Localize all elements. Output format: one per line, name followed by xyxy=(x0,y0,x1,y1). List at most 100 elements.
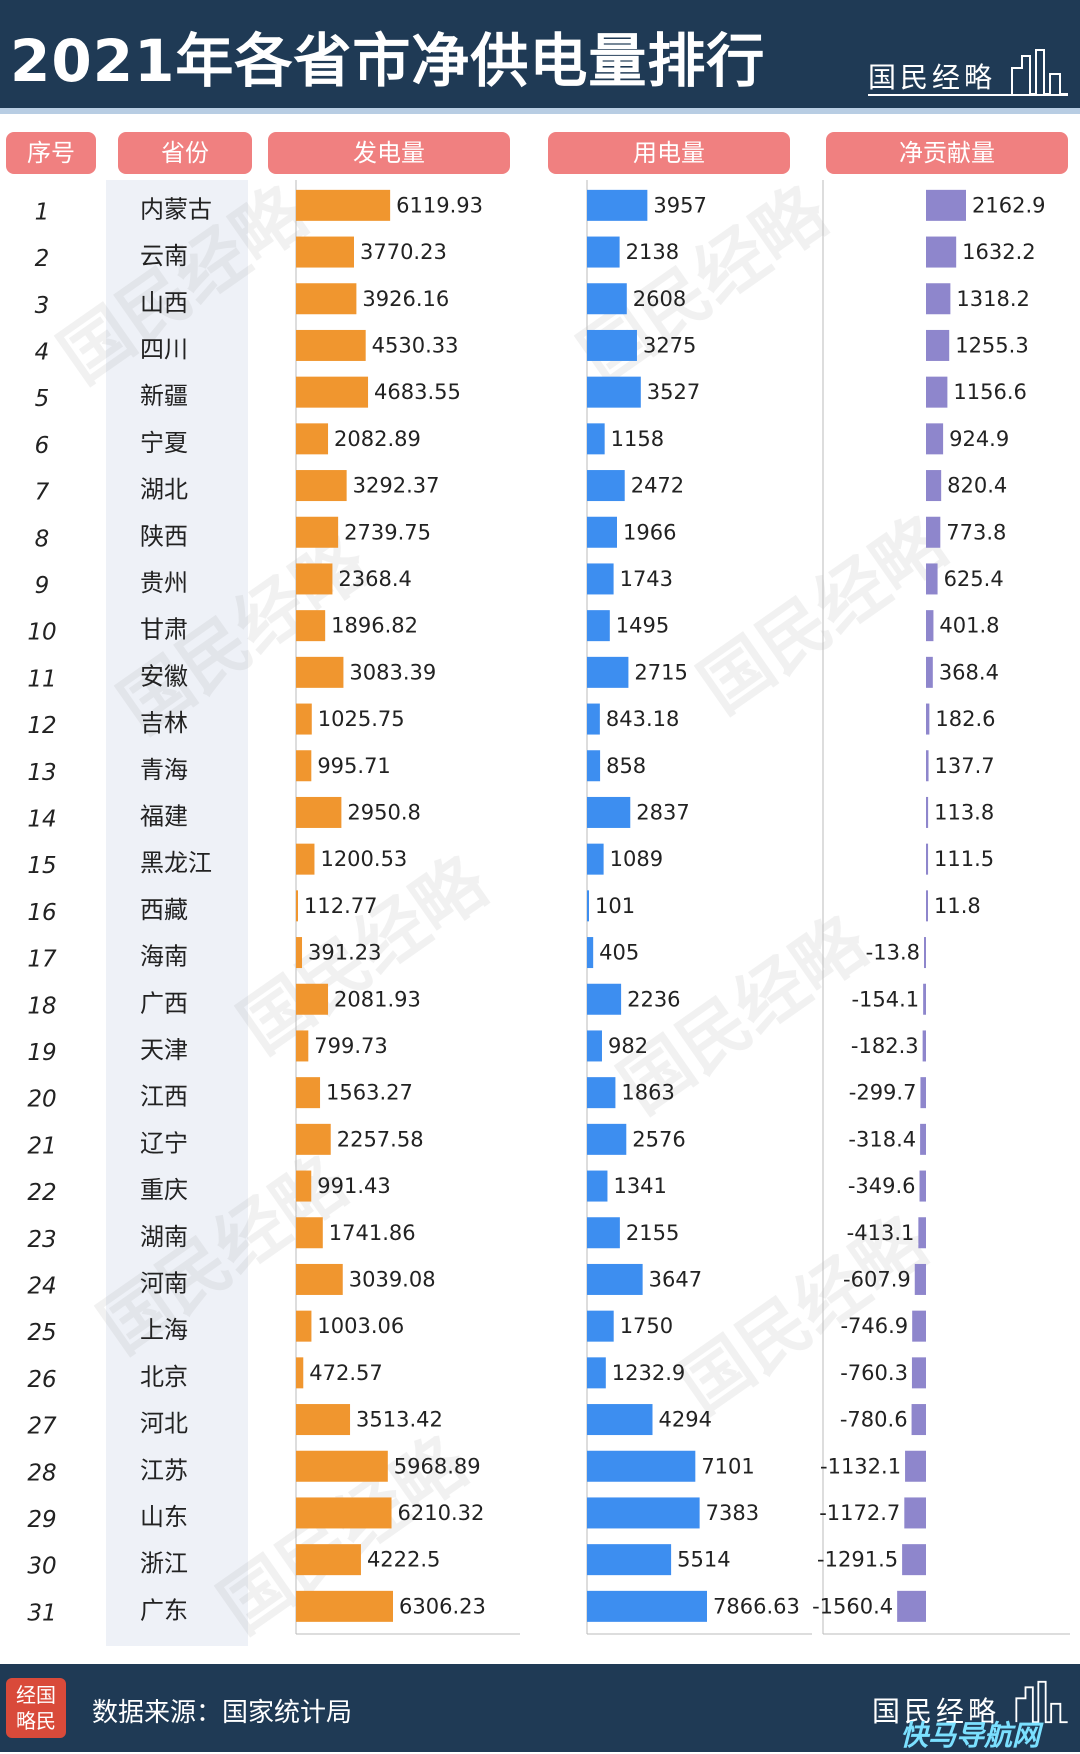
net-value-label: -760.3 xyxy=(840,1361,908,1385)
brand-underline xyxy=(868,94,1068,96)
net-bar xyxy=(926,843,929,875)
net-bar xyxy=(926,470,942,502)
province-label: 辽宁 xyxy=(140,1129,188,1157)
rank-number: 7 xyxy=(35,480,50,506)
net-bar xyxy=(902,1544,926,1576)
consumption-bar xyxy=(587,470,625,502)
net-value-label: -413.1 xyxy=(847,1221,915,1245)
net-value-label: 137.7 xyxy=(935,754,995,778)
net-value-label: -299.7 xyxy=(849,1081,917,1105)
net-bar xyxy=(926,423,944,455)
net-value-label: 820.4 xyxy=(947,474,1007,498)
site-watermark: 快马导航网 xyxy=(900,1719,1041,1752)
consumption-value-label: 7383 xyxy=(706,1501,759,1525)
consumption-value-label: 2837 xyxy=(636,800,689,824)
net-value-label: 111.5 xyxy=(934,847,994,871)
consumption-value-label: 405 xyxy=(599,941,639,965)
consumption-bar xyxy=(587,376,641,408)
generation-value-label: 1025.75 xyxy=(318,707,405,731)
consumption-bar xyxy=(587,983,622,1015)
net-bar xyxy=(920,1123,926,1155)
net-value-label: -780.6 xyxy=(840,1408,908,1432)
generation-value-label: 5968.89 xyxy=(394,1454,481,1478)
consumption-value-label: 843.18 xyxy=(606,707,679,731)
consumption-bar xyxy=(587,423,605,455)
net-value-label: -1172.7 xyxy=(819,1501,900,1525)
generation-bar xyxy=(296,1404,351,1436)
consumption-bar xyxy=(587,1170,608,1202)
net-value-label: 368.4 xyxy=(939,660,999,684)
province-label: 上海 xyxy=(140,1316,188,1344)
consumption-bar xyxy=(587,1450,696,1482)
province-label: 福建 xyxy=(140,802,188,830)
generation-value-label: 1563.27 xyxy=(326,1081,413,1105)
province-label: 湖北 xyxy=(140,476,188,504)
generation-bar xyxy=(296,843,315,875)
net-bar xyxy=(926,610,934,642)
generation-value-label: 1896.82 xyxy=(331,614,418,638)
generation-value-label: 3039.08 xyxy=(349,1267,436,1291)
generation-bar xyxy=(296,1590,393,1622)
consumption-bar xyxy=(587,1030,602,1062)
rank-number: 16 xyxy=(27,900,56,926)
logo-text-line2: 略民 xyxy=(16,1709,56,1733)
generation-value-label: 4530.33 xyxy=(372,333,459,357)
rank-number: 27 xyxy=(27,1414,57,1440)
column-header-generation: 发电量 xyxy=(268,132,510,174)
rank-number: 24 xyxy=(27,1273,56,1299)
rank-number: 18 xyxy=(27,993,56,1019)
province-label: 海南 xyxy=(140,943,188,971)
consumption-value-label: 1750 xyxy=(620,1314,673,1338)
province-label: 江苏 xyxy=(140,1456,188,1484)
generation-value-label: 2368.4 xyxy=(338,567,411,591)
rank-number: 31 xyxy=(27,1600,56,1626)
generation-bar xyxy=(296,563,333,595)
net-value-label: 625.4 xyxy=(944,567,1004,591)
province-label: 黑龙江 xyxy=(140,849,212,877)
rank-number: 17 xyxy=(27,947,57,973)
rank-number: 9 xyxy=(35,573,50,599)
consumption-bar xyxy=(587,1497,700,1529)
province-label: 山东 xyxy=(140,1503,188,1531)
net-bar xyxy=(920,1077,926,1109)
net-bar xyxy=(926,283,951,315)
generation-bar xyxy=(296,703,312,735)
consumption-value-label: 5514 xyxy=(677,1548,730,1572)
rank-number: 14 xyxy=(27,806,56,832)
net-bar xyxy=(922,1030,926,1062)
generation-bar xyxy=(296,1357,304,1389)
net-value-label: -607.9 xyxy=(843,1267,911,1291)
bar-chart: 1 内蒙古 6119.93 3957 2162.92 云南 3770.23 2138 1632.… xyxy=(27,180,1070,1635)
consumption-value-label: 2138 xyxy=(626,240,679,264)
generation-value-label: 3770.23 xyxy=(360,240,447,264)
generation-value-label: 3083.39 xyxy=(349,660,436,684)
consumption-bar xyxy=(587,610,610,642)
province-label: 吉林 xyxy=(140,709,188,737)
generation-bar xyxy=(296,937,303,969)
generation-value-label: 4222.5 xyxy=(367,1548,440,1572)
consumption-value-label: 2608 xyxy=(633,287,686,311)
province-label: 陕西 xyxy=(140,522,188,550)
consumption-bar xyxy=(587,1590,707,1622)
province-label: 甘肃 xyxy=(140,616,188,644)
consumption-bar xyxy=(587,1544,672,1576)
net-value-label: -318.4 xyxy=(848,1127,916,1151)
consumption-bar xyxy=(587,189,648,221)
rank-number: 30 xyxy=(27,1554,56,1580)
net-bar xyxy=(924,937,926,969)
rank-number: 28 xyxy=(27,1460,56,1486)
rank-number: 2 xyxy=(35,246,50,272)
generation-value-label: 1741.86 xyxy=(329,1221,416,1245)
net-value-label: 1255.3 xyxy=(955,333,1028,357)
generation-bar xyxy=(296,1263,343,1295)
net-bar xyxy=(926,563,938,595)
generation-bar xyxy=(296,1077,321,1109)
generation-bar xyxy=(296,1310,312,1342)
consumption-value-label: 2715 xyxy=(634,660,687,684)
province-label: 西藏 xyxy=(140,896,188,924)
net-bar xyxy=(926,516,941,548)
generation-bar xyxy=(296,329,366,361)
consumption-value-label: 101 xyxy=(595,894,635,918)
net-value-label: 773.8 xyxy=(946,520,1006,544)
consumption-value-label: 1495 xyxy=(616,614,669,638)
